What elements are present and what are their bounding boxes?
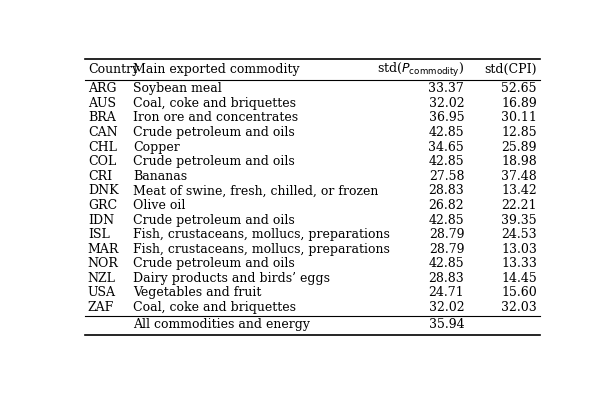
Text: 42.85: 42.85 bbox=[428, 155, 464, 168]
Text: Meat of swine, fresh, chilled, or frozen: Meat of swine, fresh, chilled, or frozen bbox=[133, 184, 379, 197]
Text: Fish, crustaceans, mollucs, preparations: Fish, crustaceans, mollucs, preparations bbox=[133, 243, 390, 256]
Text: Coal, coke and briquettes: Coal, coke and briquettes bbox=[133, 301, 296, 314]
Text: AUS: AUS bbox=[88, 97, 116, 110]
Text: 14.45: 14.45 bbox=[502, 272, 537, 285]
Text: Crude petroleum and oils: Crude petroleum and oils bbox=[133, 257, 295, 270]
Text: Iron ore and concentrates: Iron ore and concentrates bbox=[133, 111, 298, 125]
Text: IDN: IDN bbox=[88, 213, 114, 226]
Text: 25.89: 25.89 bbox=[502, 141, 537, 154]
Text: CRI: CRI bbox=[88, 170, 112, 183]
Text: 32.02: 32.02 bbox=[428, 97, 464, 110]
Text: 28.79: 28.79 bbox=[429, 228, 464, 241]
Text: std($P_{\mathrm{commodity}}$): std($P_{\mathrm{commodity}}$) bbox=[377, 61, 464, 79]
Text: 28.79: 28.79 bbox=[429, 243, 464, 256]
Text: 30.11: 30.11 bbox=[501, 111, 537, 125]
Text: Bananas: Bananas bbox=[133, 170, 188, 183]
Text: 36.95: 36.95 bbox=[428, 111, 464, 125]
Text: 24.53: 24.53 bbox=[502, 228, 537, 241]
Text: 12.85: 12.85 bbox=[502, 126, 537, 139]
Text: 32.03: 32.03 bbox=[502, 301, 537, 314]
Text: 34.65: 34.65 bbox=[428, 141, 464, 154]
Text: 35.94: 35.94 bbox=[428, 318, 464, 331]
Text: 52.65: 52.65 bbox=[502, 82, 537, 95]
Text: Dairy products and birds’ eggs: Dairy products and birds’ eggs bbox=[133, 272, 330, 285]
Text: USA: USA bbox=[88, 286, 116, 299]
Text: DNK: DNK bbox=[88, 184, 119, 197]
Text: 39.35: 39.35 bbox=[502, 213, 537, 226]
Text: CHL: CHL bbox=[88, 141, 117, 154]
Text: ZAF: ZAF bbox=[88, 301, 114, 314]
Text: 22.21: 22.21 bbox=[502, 199, 537, 212]
Text: Country: Country bbox=[88, 63, 139, 76]
Text: Fish, crustaceans, mollucs, preparations: Fish, crustaceans, mollucs, preparations bbox=[133, 228, 390, 241]
Text: 18.98: 18.98 bbox=[502, 155, 537, 168]
Text: std(CPI): std(CPI) bbox=[485, 63, 537, 76]
Text: CAN: CAN bbox=[88, 126, 117, 139]
Text: 32.02: 32.02 bbox=[428, 301, 464, 314]
Text: Soybean meal: Soybean meal bbox=[133, 82, 222, 95]
Text: 28.83: 28.83 bbox=[428, 272, 464, 285]
Text: Crude petroleum and oils: Crude petroleum and oils bbox=[133, 213, 295, 226]
Text: Main exported commodity: Main exported commodity bbox=[133, 63, 300, 76]
Text: Vegetables and fruit: Vegetables and fruit bbox=[133, 286, 262, 299]
Text: 16.89: 16.89 bbox=[502, 97, 537, 110]
Text: 27.58: 27.58 bbox=[429, 170, 464, 183]
Text: NOR: NOR bbox=[88, 257, 119, 270]
Text: 13.03: 13.03 bbox=[501, 243, 537, 256]
Text: All commodities and energy: All commodities and energy bbox=[133, 318, 310, 331]
Text: 37.48: 37.48 bbox=[502, 170, 537, 183]
Text: BRA: BRA bbox=[88, 111, 116, 125]
Text: 42.85: 42.85 bbox=[428, 257, 464, 270]
Text: 15.60: 15.60 bbox=[502, 286, 537, 299]
Text: 24.71: 24.71 bbox=[428, 286, 464, 299]
Text: 42.85: 42.85 bbox=[428, 126, 464, 139]
Text: Olive oil: Olive oil bbox=[133, 199, 186, 212]
Text: COL: COL bbox=[88, 155, 116, 168]
Text: GRC: GRC bbox=[88, 199, 117, 212]
Text: Crude petroleum and oils: Crude petroleum and oils bbox=[133, 126, 295, 139]
Text: 13.42: 13.42 bbox=[502, 184, 537, 197]
Text: 26.82: 26.82 bbox=[428, 199, 464, 212]
Text: 33.37: 33.37 bbox=[428, 82, 464, 95]
Text: 13.33: 13.33 bbox=[501, 257, 537, 270]
Text: 42.85: 42.85 bbox=[428, 213, 464, 226]
Text: NZL: NZL bbox=[88, 272, 116, 285]
Text: Crude petroleum and oils: Crude petroleum and oils bbox=[133, 155, 295, 168]
Text: MAR: MAR bbox=[88, 243, 119, 256]
Text: ISL: ISL bbox=[88, 228, 110, 241]
Text: Coal, coke and briquettes: Coal, coke and briquettes bbox=[133, 97, 296, 110]
Text: ARG: ARG bbox=[88, 82, 116, 95]
Text: 28.83: 28.83 bbox=[428, 184, 464, 197]
Text: Copper: Copper bbox=[133, 141, 180, 154]
